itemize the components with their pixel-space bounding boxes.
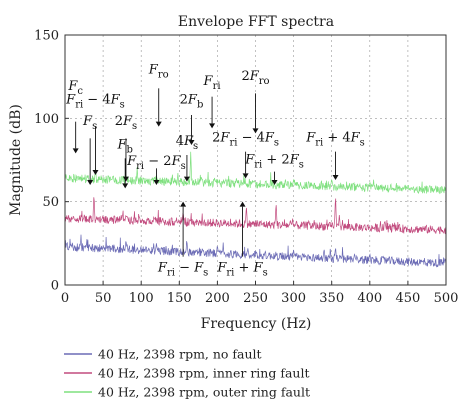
x-tick-label-2: 100 xyxy=(129,291,154,306)
legend: 40 Hz, 2398 rpm, no fault 40 Hz, 2398 rpm… xyxy=(64,347,310,400)
annotation-arrowhead-2Fro xyxy=(252,128,259,134)
annotation-label-Fri+Fs: Fri + Fs xyxy=(216,261,267,279)
annotation-label-Fb: Fb xyxy=(116,137,132,155)
annotation-arrowhead-Fri-2Fs xyxy=(153,180,160,185)
series-line-1 xyxy=(64,197,447,235)
annotation-label-4Fs: 4Fs xyxy=(176,134,198,152)
annotation-Fs: Fs xyxy=(82,114,97,185)
annotation-label-Fri: Fri xyxy=(203,74,221,92)
annotation-2Fro: 2Fro xyxy=(241,69,270,134)
y-tick-label-3: 150 xyxy=(34,29,59,44)
series-lines xyxy=(64,151,447,268)
annotation-arrowhead-Fro xyxy=(155,121,162,127)
series-line-2 xyxy=(64,151,447,195)
x-tick-label-5: 250 xyxy=(243,291,268,306)
annotation-label-Fc: Fc xyxy=(67,79,83,97)
annotation-label-2Fb: 2Fb xyxy=(180,92,204,110)
annotation-label-Fri+2Fs: Fri + 2Fs xyxy=(244,152,304,170)
annotation-Fc: Fc xyxy=(67,79,83,154)
legend-label-1: 40 Hz, 2398 rpm, inner ring fault xyxy=(98,366,309,381)
annotation-Fri+Fs: Fri + Fs xyxy=(216,201,268,279)
annotation-arrowhead-Fc xyxy=(72,148,79,154)
annotation-Fri-2Fs: Fri − 2Fs xyxy=(126,154,186,185)
axis-ticks: 0 50 100 150 200 250 300 350 400 450 500 0 50 100 150 xyxy=(34,29,458,307)
annotation-label-Fri+4Fs: Fri + 4Fs xyxy=(305,131,365,149)
annotation-arrowhead-Fb xyxy=(122,183,129,189)
annotation-arrowhead-Fs xyxy=(87,180,94,185)
annotation-arrowhead-Fri-Fs xyxy=(180,201,187,207)
annotation-label-2Fs: 2Fs xyxy=(115,114,137,132)
annotation-label-Fro: Fro xyxy=(148,62,169,80)
annotation-Fri+2Fs: Fri + 2Fs xyxy=(244,152,304,185)
x-tick-label-6: 300 xyxy=(281,291,306,306)
annotation-label-2Fro: 2Fro xyxy=(241,69,269,87)
x-tick-label-7: 350 xyxy=(319,291,344,306)
annotation-Fri-4Fs: Fri − 4Fs xyxy=(65,92,125,175)
annotation-arrowhead-4Fs xyxy=(183,176,190,182)
legend-label-2: 40 Hz, 2398 rpm, outer ring fault xyxy=(98,385,310,400)
annotation-label-Fs: Fs xyxy=(82,114,97,132)
annotation-arrowhead-2Fb xyxy=(188,140,195,145)
annotation-2Fb: 2Fb xyxy=(180,92,204,145)
x-tick-label-4: 200 xyxy=(205,291,230,306)
annotation-arrowhead-Fri+4Fs xyxy=(332,175,339,180)
series-line-0 xyxy=(64,234,447,268)
annotation-arrowhead-Fri xyxy=(209,123,216,129)
annotation-label-Fri-4Fs: Fri − 4Fs xyxy=(65,92,125,110)
annotation-4Fs: 4Fs xyxy=(176,134,198,182)
annotation-Fri+4Fs: Fri + 4Fs xyxy=(305,131,365,180)
annotation-Fb: Fb xyxy=(116,137,133,189)
y-axis-title: Magnitude (dB) xyxy=(8,104,24,216)
chart-title: Envelope FFT spectra xyxy=(178,14,334,30)
annotation-arrowhead-Fri+2Fs xyxy=(271,180,278,185)
annotation-arrowhead-2Fs xyxy=(122,176,129,182)
y-tick-label-1: 50 xyxy=(42,195,59,210)
x-tick-label-9: 450 xyxy=(395,291,420,306)
legend-label-0: 40 Hz, 2398 rpm, no fault xyxy=(98,347,262,362)
annotation-2Fs: 2Fs xyxy=(115,114,137,182)
annotation-arrowhead-2Fri-4Fs xyxy=(242,173,249,179)
annotation-label-2Fri-4Fs: 2Fri − 4Fs xyxy=(212,131,279,149)
y-tick-label-0: 0 xyxy=(51,279,59,294)
x-tick-label-10: 500 xyxy=(434,291,459,306)
annotation-Fri: Fri xyxy=(203,74,221,129)
x-tick-label-0: 0 xyxy=(61,291,69,306)
annotation-arrowhead-Fri-4Fs xyxy=(92,170,99,175)
x-tick-label-3: 150 xyxy=(167,291,192,306)
x-tick-label-1: 50 xyxy=(95,291,112,306)
y-tick-label-2: 100 xyxy=(34,112,59,127)
annotation-2Fri-4Fs: 2Fri − 4Fs xyxy=(212,131,279,179)
x-axis-title: Frequency (Hz) xyxy=(201,316,312,332)
annotation-Fro: Fro xyxy=(148,62,169,127)
annotation-label-Fri-Fs: Fri − Fs xyxy=(157,261,208,279)
annotation-label-Fri-2Fs: Fri − 2Fs xyxy=(126,154,186,172)
annotation-Fri-Fs: Fri − Fs xyxy=(157,201,208,279)
x-tick-label-8: 400 xyxy=(357,291,382,306)
annotation-arrowhead-Fri+Fs xyxy=(239,201,246,207)
